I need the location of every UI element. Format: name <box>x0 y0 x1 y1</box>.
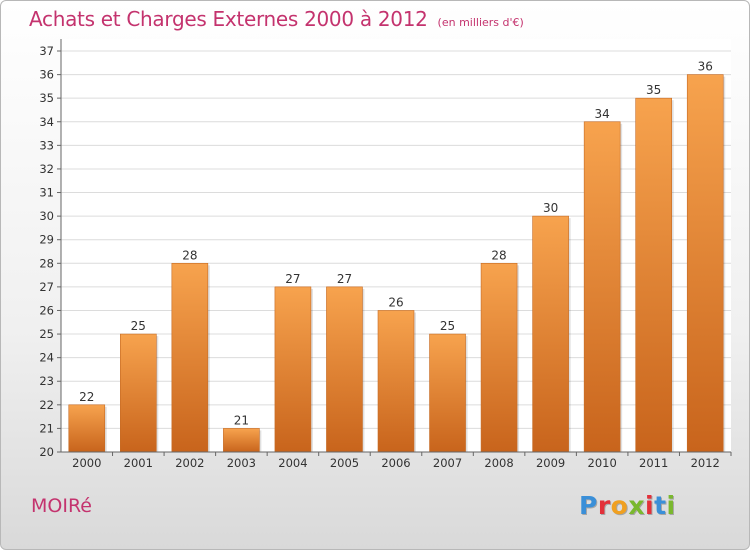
bar-2011 <box>635 97 672 453</box>
commune-name: MOIRé <box>31 495 92 517</box>
bar-2001 <box>120 333 157 453</box>
bar-2003 <box>223 428 260 453</box>
y-tick-label: 27 <box>39 280 54 294</box>
bars: 22 25 28 21 27 27 26 25 28 30 34 35 36 <box>68 60 726 453</box>
bar-value-label: 28 <box>491 248 506 262</box>
y-tick-label: 33 <box>39 138 54 152</box>
x-tick-label: 2002 <box>175 456 204 470</box>
bar-value-label: 25 <box>131 319 146 333</box>
x-tick-label: 2012 <box>691 456 720 470</box>
logo-letter: r <box>597 491 611 520</box>
bar-2007 <box>429 333 466 453</box>
bar-value-label: 27 <box>337 272 352 286</box>
bar-value-label: 22 <box>79 390 94 404</box>
logo-letter: i <box>666 491 676 520</box>
x-tick-label: 2009 <box>536 456 565 470</box>
bar-value-label: 34 <box>595 107 610 121</box>
proxiti-logo: Proxiti <box>579 491 676 520</box>
logo-letter: t <box>654 491 667 520</box>
x-tick-label: 2010 <box>588 456 617 470</box>
y-tick-label: 34 <box>39 115 54 129</box>
y-tick-label: 23 <box>39 374 54 388</box>
bar-value-label: 27 <box>285 272 300 286</box>
bar-2010 <box>583 121 621 453</box>
y-tick-label: 20 <box>39 445 54 459</box>
y-tick-label: 31 <box>39 186 54 200</box>
bar-value-label: 30 <box>543 201 558 215</box>
logo-letter: x <box>628 491 645 520</box>
bar-value-label: 36 <box>698 60 713 74</box>
y-tick-label: 36 <box>39 68 54 82</box>
x-tick-label: 2004 <box>278 456 307 470</box>
y-tick-label: 29 <box>39 233 54 247</box>
y-tick-label: 25 <box>39 327 54 341</box>
y-tick-label: 26 <box>39 303 54 317</box>
bar-2002 <box>171 262 209 453</box>
x-tick-label: 2003 <box>227 456 256 470</box>
chart-title-text: Achats et Charges Externes 2000 à 2012 <box>29 7 428 31</box>
bar-2009 <box>532 215 569 453</box>
bar-value-label: 21 <box>234 413 249 427</box>
bar-value-label: 26 <box>388 295 403 309</box>
y-tick-label: 30 <box>39 209 54 223</box>
y-tick-label: 21 <box>39 421 54 435</box>
bar-2012 <box>686 74 724 453</box>
chart-subtitle: (en milliers d'€) <box>437 16 524 29</box>
y-axis: 20 21 22 23 24 25 26 27 28 29 30 31 32 33 34 35 36 37 <box>39 39 62 459</box>
x-tick-label: 2006 <box>381 456 410 470</box>
bar-2000 <box>68 404 106 453</box>
x-tick-label: 2011 <box>639 456 668 470</box>
x-tick-label: 2007 <box>433 456 462 470</box>
logo-letter: o <box>610 491 629 520</box>
x-tick-label: 2008 <box>484 456 513 470</box>
logo-letter: P <box>579 491 598 520</box>
chart-title: Achats et Charges Externes 2000 à 2012 (e… <box>29 7 524 31</box>
x-tick-label: 2005 <box>330 456 359 470</box>
x-tick-label: 2001 <box>124 456 153 470</box>
y-tick-label: 24 <box>39 351 54 365</box>
y-tick-label: 35 <box>39 91 54 105</box>
bar-2008 <box>480 262 518 453</box>
logo-letter: i <box>645 491 655 520</box>
bar-2005 <box>326 286 363 453</box>
bar-value-label: 25 <box>440 319 455 333</box>
y-tick-label: 37 <box>39 44 54 58</box>
x-tick-label: 2000 <box>72 456 101 470</box>
y-tick-label: 28 <box>39 256 54 270</box>
y-tick-label: 22 <box>39 398 54 412</box>
bar-2006 <box>377 310 415 453</box>
bar-2004 <box>274 286 312 453</box>
bar-value-label: 28 <box>182 248 197 262</box>
bar-value-label: 35 <box>646 83 661 97</box>
y-tick-label: 32 <box>39 162 54 176</box>
x-axis: 2000 2001 2002 2003 2004 2005 2006 2007 2008 2009… <box>61 451 732 470</box>
